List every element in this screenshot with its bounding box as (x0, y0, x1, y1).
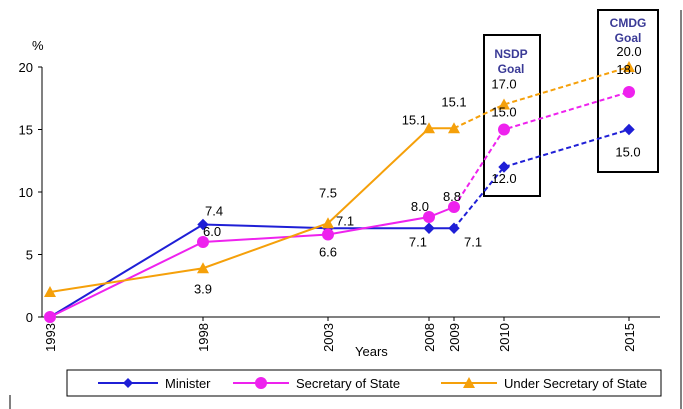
nsdp-goal-box (483, 34, 541, 197)
secretary-of-state-data-label: 8.0 (411, 199, 429, 214)
secretary-of-state-point (44, 311, 56, 323)
y-tick-label: 0 (26, 310, 33, 325)
minister-point (498, 161, 510, 173)
nsdp-goal-label-line1: NSDP (494, 47, 527, 61)
under-secretary-data-label: 7.5 (319, 185, 337, 200)
under-secretary-data-label: 20.0 (616, 44, 641, 59)
under-secretary-point (423, 122, 435, 134)
data-labels-layer: 7.4 7.1 7.1 7.1 12.0 15.0 6.0 6.6 8.0 8.8 15.0 18.0… (194, 44, 642, 296)
minister-data-label: 7.1 (409, 234, 427, 249)
secretary-of-state-point (448, 201, 460, 213)
under-secretary-point (197, 262, 209, 274)
x-tick-label: 2009 (447, 323, 462, 352)
minister-data-label: 7.4 (205, 204, 223, 219)
y-tick-label: 5 (26, 248, 33, 263)
x-tick-label: 1998 (196, 323, 211, 352)
secretary-of-state-point (498, 123, 510, 136)
under-secretary-point (448, 122, 460, 134)
minister-legend-label: Minister (165, 376, 211, 391)
under-secretary-data-label: 15.1 (441, 94, 466, 109)
under-secretary-point (322, 217, 334, 229)
minister-point (423, 222, 435, 234)
under-secretary-legend-label: Under Secretary of State (504, 376, 647, 391)
under-secretary-data-label: 17.0 (491, 77, 516, 92)
minister-data-label: 7.1 (336, 213, 354, 228)
under-secretary-point (623, 61, 635, 72)
under-secretary-point (498, 98, 510, 110)
y-axis: 0 5 10 15 20 (19, 60, 43, 325)
secretary-of-state-data-label: 8.8 (443, 189, 461, 204)
x-tick-label: 2003 (321, 323, 336, 352)
secretary-of-state-data-label: 18.0 (616, 62, 641, 77)
minister-point (197, 218, 209, 231)
secretary-of-state-point (623, 86, 635, 98)
secretary-of-state-legend-label: Secretary of State (296, 376, 400, 391)
nsdp-goal-label-line2: Goal (498, 62, 525, 76)
x-axis-label: Years (355, 344, 388, 359)
legend-diamond-marker (123, 378, 133, 388)
y-tick-label: 15 (19, 123, 33, 138)
secretary-of-state-point (322, 228, 334, 241)
minister-point (623, 123, 635, 136)
under-secretary-data-label: 3.9 (194, 281, 212, 296)
y-tick-label: 10 (19, 185, 33, 200)
minister-point (448, 222, 460, 234)
under-secretary-point (44, 286, 56, 297)
minister-data-label: 15.0 (615, 145, 640, 160)
secretary-of-state-point (197, 236, 209, 248)
secretary-of-state-goal-line (453, 91, 630, 208)
x-tick-label: 2008 (422, 323, 437, 352)
legend-circle-marker (255, 377, 267, 389)
under-secretary-data-label: 15.1 (402, 112, 427, 127)
legend-box (66, 369, 662, 397)
y-tick-label: 20 (19, 60, 33, 75)
secretary-of-state-data-label: 6.0 (203, 224, 221, 239)
cmdg-goal-box (597, 9, 659, 173)
y-axis-label: % (32, 38, 44, 53)
secretary-of-state-line (49, 206, 455, 318)
cmdg-goal-label-line2: Goal (615, 31, 642, 45)
under-secretary-line (49, 127, 454, 293)
x-axis: 1993 1998 2003 2008 2009 2010 2015 (42, 316, 660, 352)
secretary-of-state-point (423, 211, 435, 223)
secretary-of-state-data-label: 15.0 (491, 105, 516, 120)
secretary-of-state-data-label: 6.6 (319, 245, 337, 260)
x-tick-label: 2010 (497, 323, 512, 352)
x-tick-label: 1993 (43, 323, 58, 352)
under-secretary-goal-line (453, 66, 630, 130)
minister-data-label: 7.1 (464, 234, 482, 249)
legend-triangle-marker (463, 377, 475, 388)
series-layer (44, 61, 635, 323)
x-tick-label: 2015 (622, 323, 637, 352)
minister-goal-line (453, 128, 630, 229)
legend: Minister Secretary of State Under Secretar… (98, 376, 647, 391)
cmdg-goal-label-line1: CMDG (610, 16, 647, 30)
minister-data-label: 12.0 (491, 171, 516, 186)
